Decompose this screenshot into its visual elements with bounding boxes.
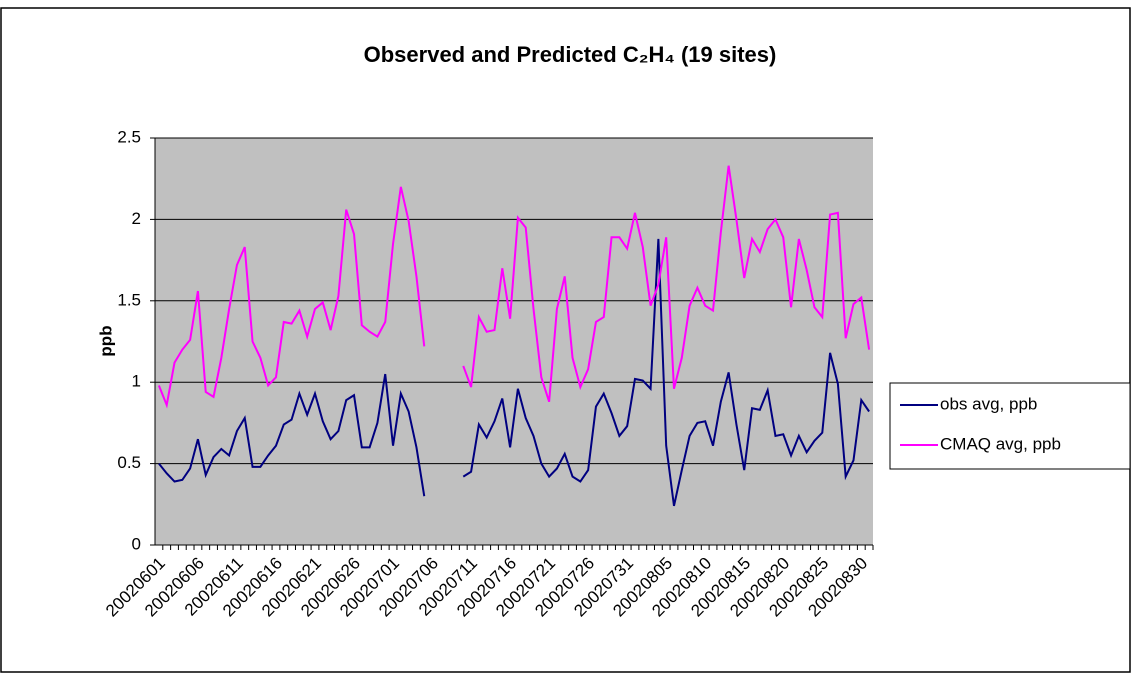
- y-tick-label: 0.5: [117, 453, 141, 472]
- chart-title: Observed and Predicted C₂H₄ (19 sites): [364, 42, 777, 67]
- legend-box: [889, 382, 1131, 470]
- y-tick-label: 2: [132, 209, 141, 228]
- series-line: [158, 238, 870, 507]
- legend-label: obs avg, ppb: [940, 394, 1037, 413]
- y-tick-label: 0: [132, 534, 141, 553]
- legend-label: CMAQ avg, ppb: [940, 434, 1061, 453]
- series-line: [157, 165, 871, 409]
- plot-area: [155, 138, 873, 545]
- y-tick-label: 1.5: [117, 290, 141, 309]
- y-tick-label: 1: [132, 372, 141, 391]
- chart-frame: [0, 7, 1131, 673]
- y-axis-title: ppb: [96, 325, 115, 356]
- y-tick-label: 2.5: [117, 127, 141, 146]
